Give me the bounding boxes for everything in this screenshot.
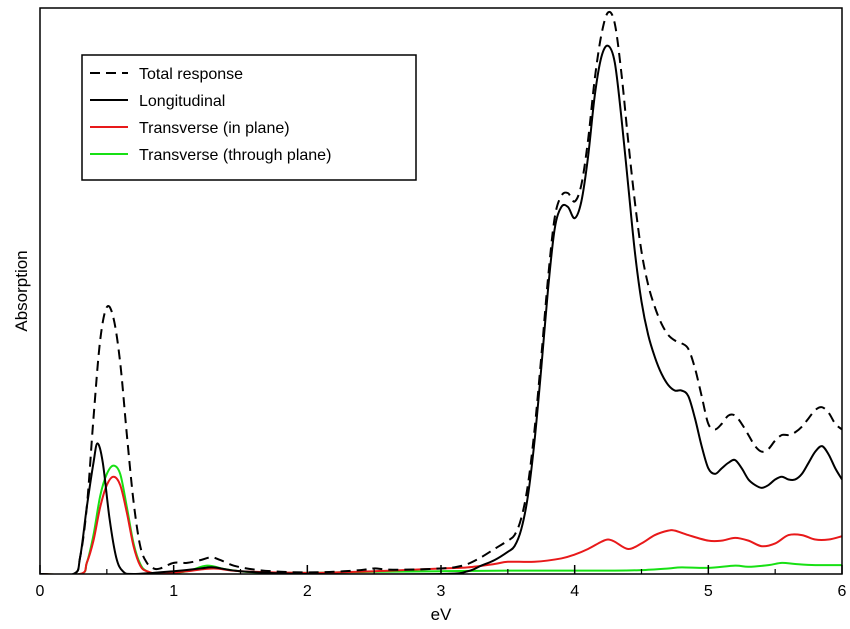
x-axis-label: eV: [431, 605, 452, 624]
x-tick-label: 6: [838, 583, 847, 600]
x-tick-label: 3: [437, 583, 446, 600]
series-line-total-response: [40, 10, 842, 574]
x-tick-label: 2: [303, 583, 312, 600]
x-tick-label: 1: [169, 583, 178, 600]
legend: Total response Longitudinal Transverse (in…: [81, 54, 417, 181]
series-line-transverse-in-plane: [40, 475, 842, 574]
legend-label-transverse-through-plane: Transverse (through plane): [139, 147, 331, 164]
x-tick-label: 0: [36, 583, 45, 600]
legend-label-transverse-in-plane: Transverse (in plane): [139, 120, 290, 137]
series-line-transverse-through-plane: [40, 464, 842, 574]
x-axis-ticks: 0 1 2 3 4 5 6: [36, 565, 847, 600]
x-tick-label: 4: [570, 583, 579, 600]
x-tick-label: 5: [704, 583, 713, 600]
legend-label-longitudinal: Longitudinal: [139, 93, 225, 110]
plot-area: [40, 10, 842, 574]
series-line-longitudinal: [40, 44, 842, 574]
legend-label-total-response: Total response: [139, 66, 243, 83]
legend-box: [81, 54, 417, 181]
y-axis-label: Absorption: [12, 250, 31, 331]
